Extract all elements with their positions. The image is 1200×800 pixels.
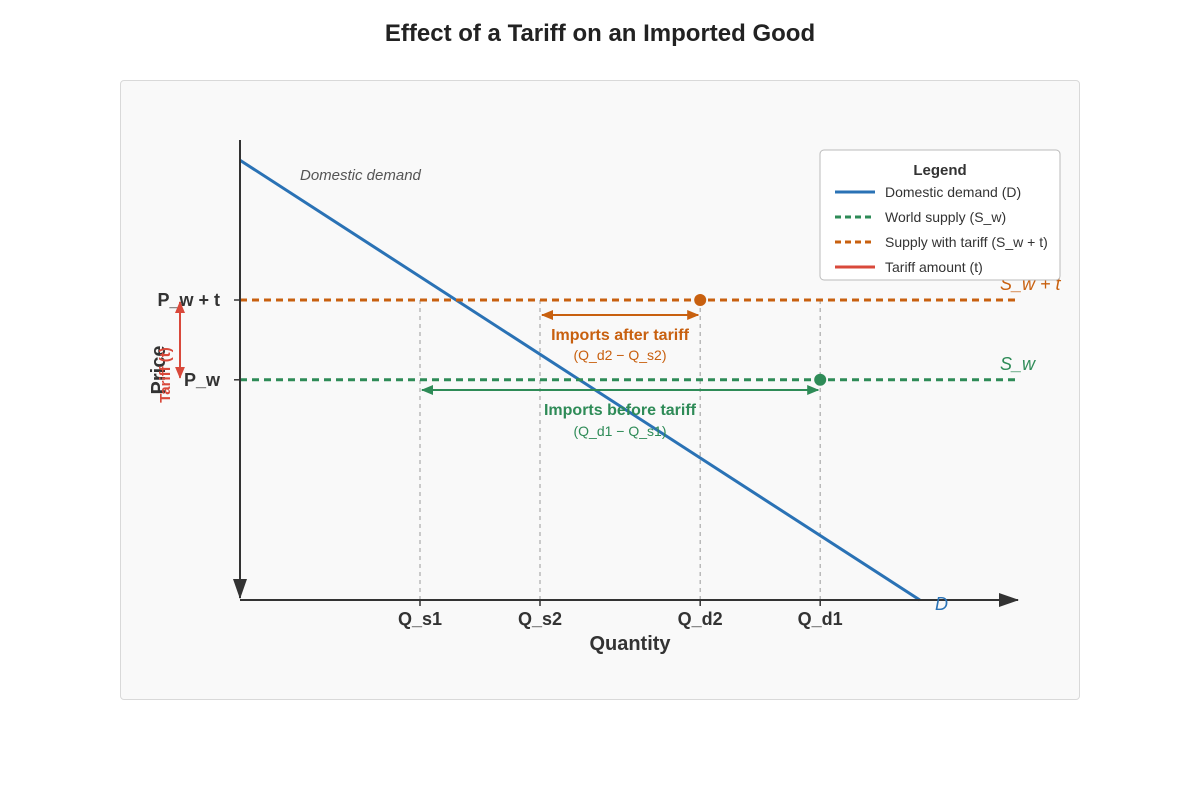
- import-sublabel: (Q_d1 − Q_s1): [574, 423, 667, 439]
- y-tick-label: P_w: [184, 370, 221, 390]
- legend-item-label: World supply (S_w): [885, 209, 1006, 225]
- import-label: Imports after tariff: [551, 327, 689, 344]
- legend-item-label: Tariff amount (t): [885, 259, 983, 275]
- legend-item-label: Supply with tariff (S_w + t): [885, 234, 1048, 250]
- legend-item-label: Domestic demand (D): [885, 184, 1021, 200]
- import-label: Imports before tariff: [544, 402, 697, 419]
- x-tick-label: Q_s2: [518, 609, 562, 629]
- series-end-label: S_w: [1000, 354, 1036, 374]
- legend-title: Legend: [913, 162, 966, 179]
- y-tick-label: P_w + t: [157, 290, 220, 310]
- y-axis-label: Price: [148, 346, 170, 395]
- x-tick-label: Q_d1: [798, 609, 843, 629]
- legend-box: [819, 149, 1061, 281]
- intersection-point: [814, 373, 827, 386]
- demand-annotation: Domestic demand: [300, 167, 422, 184]
- series-end-label: D: [935, 594, 948, 614]
- intersection-point: [694, 294, 707, 306]
- chart-title: Effect of a Tariff on an Imported Good: [384, 20, 816, 47]
- legend: Legend Domestic demand (D) World supply (S…: [819, 149, 1061, 281]
- x-tick-label: Q_s1: [398, 609, 442, 629]
- import-sublabel: (Q_d2 − Q_s2): [574, 347, 667, 363]
- tariff-label: Tariff (t): [157, 347, 174, 403]
- x-tick-label: Q_d2: [678, 609, 723, 629]
- x-axis-label: Quantity: [589, 633, 671, 655]
